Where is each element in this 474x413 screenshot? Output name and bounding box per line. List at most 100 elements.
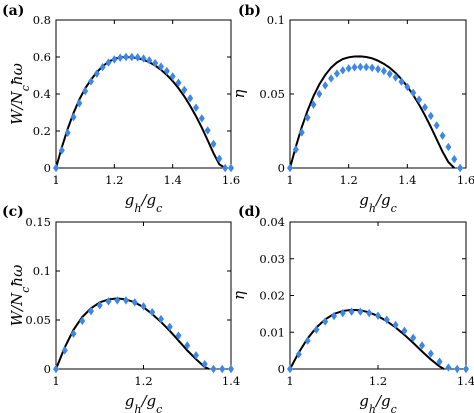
data-point [328,74,335,83]
data-point [79,316,86,326]
data-point [158,62,164,71]
data-point [146,56,153,65]
series-markers [53,52,234,173]
data-point [454,364,461,374]
y-axis-label: W/Ncħω [8,63,32,125]
x-axis-label: gh/gc [359,392,397,413]
data-point [404,82,411,92]
panel-label: (a) [2,3,24,19]
data-point [70,112,77,122]
series-line [289,55,455,169]
data-point [82,87,89,96]
y-tick-label: 0.8 [33,13,51,27]
data-point [398,77,405,86]
series-markers [53,296,234,374]
data-point [149,307,156,317]
x-tick-label: 1.4 [164,173,182,187]
data-point [53,364,59,374]
data-point [175,78,182,87]
y-tick-label: 0 [278,362,285,376]
data-point [181,85,188,95]
y-axis-label: η [230,90,248,99]
data-point [131,298,138,307]
data-point [421,103,428,112]
data-point [123,296,129,305]
data-point [198,114,205,123]
y-tick-label: 0.04 [259,215,285,229]
data-point [169,72,176,81]
x-tick-label: 1.6 [457,173,474,187]
data-point [392,320,399,330]
data-point [210,364,217,374]
data-point [123,52,129,62]
y-tick-label: 0.1 [267,13,285,27]
panel-d: 1 1.2 1.4 0 0.01 0.02 0.03 0.04 gh/gc η (d) [230,204,474,413]
y-tick-label: 0.2 [33,124,51,138]
data-point [166,322,173,332]
data-point [427,349,434,358]
y-tick-label: 0.01 [259,325,285,339]
data-point [287,364,293,374]
data-point [117,53,124,62]
data-point [76,99,83,108]
data-point [375,311,381,320]
data-point [58,146,65,155]
series-line [55,55,226,169]
data-point [445,142,452,152]
data-point [64,128,71,138]
data-point [401,326,408,335]
y-tick-label: 0.05 [259,87,285,101]
data-point [70,329,77,338]
data-point [287,163,293,173]
x-tick-label: 1.2 [369,374,387,388]
y-tick-label: 0 [278,161,285,175]
data-point [310,100,317,109]
x-tick-label: 1.2 [105,173,123,187]
data-point [114,296,121,305]
data-point [313,325,320,334]
x-tick-label: 1.2 [340,173,358,187]
data-point [222,163,229,173]
data-point [292,145,299,154]
y-tick-label: 0.05 [25,313,51,327]
data-point [134,53,141,62]
y-tick-label: 0.03 [259,252,285,266]
data-point [193,351,199,360]
data-point [105,58,112,67]
y-tick-label: 0.1 [33,264,51,278]
x-tick-label: 1 [52,173,59,187]
y-tick-label: 0.02 [259,289,285,303]
data-point [304,113,311,122]
data-point [451,154,458,164]
data-point [93,69,100,78]
x-tick-label: 1 [52,374,59,388]
x-tick-label: 1.4 [222,374,240,388]
panel-label: (d) [238,204,261,220]
y-axis-label: W/Ncħω [8,265,32,327]
panel-label: (b) [238,3,261,19]
plot-frame [55,221,232,370]
data-point [331,311,337,321]
data-point [463,364,469,374]
series-line [55,297,210,370]
data-point [410,88,417,98]
data-point [375,64,381,74]
data-point [383,315,390,324]
x-tick-label: 1.4 [457,374,474,388]
data-point [339,66,346,75]
data-point [204,126,211,135]
data-point [322,317,329,326]
data-point [193,103,199,112]
data-point [433,121,440,130]
x-axis-label: gh/gc [125,392,163,413]
data-point [111,55,118,64]
data-point [295,350,302,359]
data-point [184,341,191,350]
data-point [439,131,446,140]
x-tick-label: 1.2 [134,374,152,388]
panel-b: 1 1.2 1.4 1.6 0 0.05 0.1 gh/gc η (b) [230,3,474,215]
data-point [128,52,135,62]
x-tick-label: 1.4 [398,173,416,187]
series-line [289,308,445,370]
